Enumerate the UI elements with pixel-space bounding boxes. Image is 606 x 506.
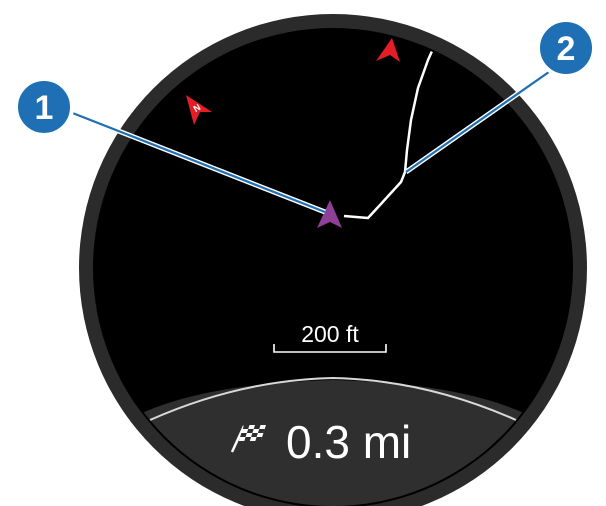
distance-panel-divider bbox=[149, 376, 517, 421]
scale-bar bbox=[273, 344, 387, 353]
callout-number-2: 2 bbox=[557, 30, 576, 68]
waypoint-arrow-icon[interactable] bbox=[376, 38, 400, 62]
north-marker-icon: N bbox=[186, 95, 212, 125]
callout-badge-1: 1 bbox=[14, 77, 74, 137]
north-marker-letter: N bbox=[192, 102, 203, 114]
callout-leader-1 bbox=[69, 109, 326, 215]
track-line bbox=[343, 39, 439, 220]
checkered-flag-icon bbox=[230, 425, 266, 453]
callout-badge-2: 2 bbox=[536, 18, 596, 78]
position-arrow-icon bbox=[317, 200, 342, 228]
map-scale: 200 ft bbox=[273, 321, 387, 353]
callout-number-1: 1 bbox=[35, 89, 54, 127]
map-display[interactable] bbox=[93, 28, 573, 506]
distance-to-destination: 0.3 mi bbox=[286, 416, 411, 468]
scale-label: 200 ft bbox=[301, 321, 359, 347]
callout-leader-2 bbox=[404, 57, 568, 175]
